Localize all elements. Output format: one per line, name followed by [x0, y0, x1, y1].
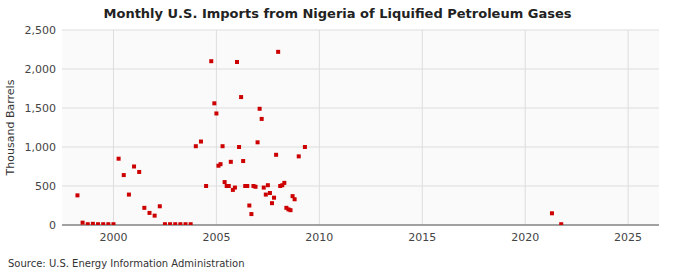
plot-area — [62, 30, 659, 225]
x-tick-label: 2000 — [99, 231, 127, 244]
point — [168, 222, 172, 225]
y-axis-label: Thousand Barrels — [4, 79, 17, 176]
point — [81, 221, 85, 225]
point — [219, 162, 223, 166]
point — [199, 140, 203, 144]
point — [303, 145, 307, 149]
point — [293, 197, 297, 201]
point — [274, 153, 278, 157]
point — [111, 222, 115, 225]
point — [204, 184, 208, 188]
point — [229, 160, 233, 164]
x-grid-line — [216, 30, 217, 225]
point — [227, 184, 231, 188]
point — [184, 222, 188, 225]
point — [127, 193, 131, 197]
point — [163, 222, 167, 225]
x-axis-line — [62, 225, 659, 226]
y-grid-line — [62, 225, 659, 226]
x-tick-label: 2020 — [511, 231, 539, 244]
point — [239, 95, 243, 99]
point — [106, 222, 110, 225]
point — [122, 173, 126, 177]
point — [153, 214, 157, 218]
point — [235, 60, 239, 64]
point — [214, 111, 218, 115]
point — [266, 183, 270, 187]
point — [245, 184, 249, 188]
point — [233, 186, 237, 190]
point — [132, 165, 136, 169]
point — [212, 101, 216, 105]
point — [158, 204, 162, 208]
point — [189, 222, 193, 225]
x-tick-label: 2025 — [614, 231, 642, 244]
point — [241, 159, 245, 163]
point — [270, 201, 274, 205]
y-grid-line — [62, 147, 659, 148]
title: Monthly U.S. Imports from Nigeria of Liq… — [104, 6, 572, 21]
y-tick-label: 1,500 — [25, 102, 57, 115]
point — [117, 157, 121, 161]
y-tick-label: 2,500 — [25, 24, 57, 37]
point — [209, 59, 213, 63]
point — [297, 154, 301, 158]
point — [237, 145, 241, 149]
points — [75, 50, 563, 225]
point — [91, 222, 95, 225]
point — [276, 50, 280, 54]
point — [247, 204, 251, 208]
y-grid-line — [62, 108, 659, 109]
point — [101, 222, 105, 225]
point — [289, 208, 293, 212]
point — [96, 222, 100, 225]
point — [264, 193, 268, 197]
grid — [62, 30, 659, 225]
y-tick-label: 1,000 — [25, 141, 57, 154]
point — [194, 144, 198, 148]
y-tick-label: 500 — [35, 180, 56, 193]
y-grid-line — [62, 30, 659, 31]
x-tick-label: 2010 — [305, 231, 333, 244]
y-tick-label: 0 — [49, 219, 56, 232]
point — [249, 212, 253, 216]
x-tick-label: 2005 — [202, 231, 230, 244]
point — [142, 206, 146, 210]
point — [559, 222, 563, 225]
x-grid-line — [628, 30, 629, 225]
point — [254, 185, 258, 189]
point — [173, 222, 177, 225]
point — [86, 222, 90, 225]
point — [256, 140, 260, 144]
point — [221, 144, 225, 148]
point — [260, 117, 264, 121]
point — [75, 193, 79, 197]
x-grid-line — [525, 30, 526, 225]
point — [178, 222, 182, 225]
y-tick-label: 2,000 — [25, 63, 57, 76]
y-grid-line — [62, 186, 659, 187]
x-tick-label: 2015 — [408, 231, 436, 244]
point — [258, 107, 262, 111]
point — [550, 211, 554, 215]
point — [147, 211, 151, 215]
y-grid-line — [62, 69, 659, 70]
point — [282, 181, 286, 185]
x-grid-line — [113, 30, 114, 225]
point — [262, 186, 266, 190]
point — [223, 180, 227, 184]
x-grid-line — [319, 30, 320, 225]
point — [272, 196, 276, 200]
chart: 0 500 1,000 1,500 2,000 2,500 2000 2005 2010 2015… — [0, 0, 675, 275]
point — [137, 170, 141, 174]
x-grid-line — [422, 30, 423, 225]
point — [268, 191, 272, 195]
source-note: Source: U.S. Energy Information Administ… — [8, 258, 245, 269]
